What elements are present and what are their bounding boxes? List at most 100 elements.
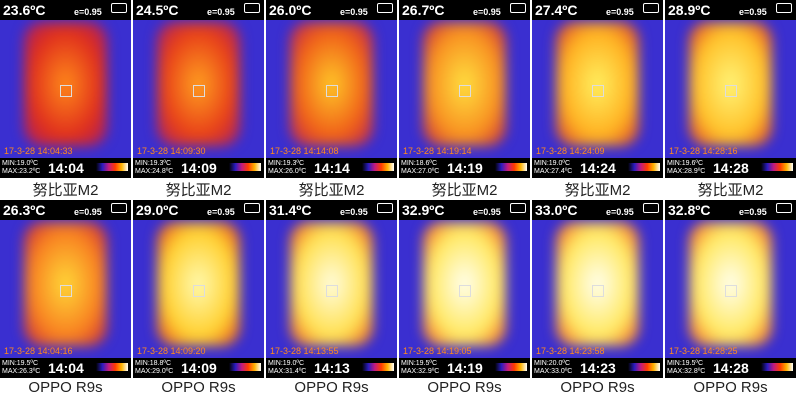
clock-time: 14:09 [181,360,217,376]
bottom-bar: MIN:18.8ºC MAX:29.0ºC 14:09 [133,358,264,378]
crosshair [592,285,604,297]
center-temperature: 23.6ºC [3,2,46,18]
heat-spot [689,22,772,146]
min-temperature: MIN:20.0ºC [534,360,571,367]
max-temperature: MAX:28.9ºC [667,168,706,175]
date-stamp: 17-3-28 14:09:30 [137,146,206,156]
crosshair [193,85,205,97]
min-temperature: MIN:19.0ºC [268,360,305,367]
clock-time: 14:19 [447,160,483,176]
bottom-bar: MIN:19.0ºC MAX:31.4ºC 14:13 [266,358,397,378]
emissivity: e=0.95 [606,207,634,217]
emissivity: e=0.95 [74,207,102,217]
center-temperature: 29.0ºC [136,202,179,218]
top-bar: 26.3ºC e=0.95 [0,200,131,220]
palette-bar [761,163,793,171]
heat-spot [290,22,373,146]
date-stamp: 17-3-28 14:04:33 [4,146,73,156]
battery-icon [776,203,792,213]
min-temperature: MIN:18.6ºC [401,160,438,167]
thermal-image: 27.4ºC e=0.95 17-3-28 14:24:09 MIN:19.0ºC MA… [532,0,663,178]
top-bar: 26.0ºC e=0.95 [266,0,397,20]
battery-icon [510,203,526,213]
bottom-bar: MIN:18.6ºC MAX:27.0ºC 14:19 [399,158,530,178]
battery-icon [377,3,393,13]
min-temperature: MIN:19.6ºC [667,160,704,167]
thermal-image: 29.0ºC e=0.95 17-3-28 14:09:20 MIN:18.8ºC MA… [133,200,264,378]
center-temperature: 24.5ºC [136,2,179,18]
heat-spot [24,22,107,146]
battery-icon [244,203,260,213]
date-stamp: 17-3-28 14:19:05 [403,346,472,356]
max-temperature: MAX:27.0ºC [401,168,440,175]
emissivity: e=0.95 [340,207,368,217]
clock-time: 14:24 [580,160,616,176]
top-bar: 31.4ºC e=0.95 [266,200,397,220]
crosshair [193,285,205,297]
center-temperature: 27.4ºC [535,2,578,18]
battery-icon [643,3,659,13]
crosshair [725,85,737,97]
thermal-panel: 31.4ºC e=0.95 17-3-28 14:13:55 MIN:19.0ºC MA… [266,200,397,401]
device-label: OPPO R9s [28,379,103,396]
thermal-image: 28.9ºC e=0.95 17-3-28 14:28:16 MIN:19.6ºC MA… [665,0,796,178]
battery-icon [510,3,526,13]
top-bar: 33.0ºC e=0.95 [532,200,663,220]
thermal-image: 24.5ºC e=0.95 17-3-28 14:09:30 MIN:19.3ºC MA… [133,0,264,178]
bottom-bar: MIN:19.5ºC MAX:32.8ºC 14:28 [665,358,796,378]
min-temperature: MIN:18.8ºC [135,360,172,367]
date-stamp: 17-3-28 14:28:16 [669,146,738,156]
device-label: 努比亚M2 [431,182,498,199]
device-label: OPPO R9s [294,379,369,396]
thermal-panel: 27.4ºC e=0.95 17-3-28 14:24:09 MIN:19.0ºC MA… [532,0,663,200]
max-temperature: MAX:26.3ºC [2,368,41,375]
bottom-bar: MIN:20.0ºC MAX:33.0ºC 14:23 [532,358,663,378]
bottom-bar: MIN:19.3ºC MAX:26.0ºC 14:14 [266,158,397,178]
heat-spot [689,222,772,346]
crosshair [60,285,72,297]
thermal-image: 26.0ºC e=0.95 17-3-28 14:14:08 MIN:19.3ºC MA… [266,0,397,178]
clock-time: 14:04 [48,360,84,376]
battery-icon [111,3,127,13]
thermal-panel: 26.3ºC e=0.95 17-3-28 14:04:16 MIN:19.5ºC MA… [0,200,131,401]
top-bar: 27.4ºC e=0.95 [532,0,663,20]
clock-time: 14:19 [447,360,483,376]
battery-icon [111,203,127,213]
crosshair [326,285,338,297]
crosshair [60,85,72,97]
date-stamp: 17-3-28 14:04:16 [4,346,73,356]
heat-spot [423,22,506,146]
min-temperature: MIN:19.5ºC [2,360,39,367]
heat-spot [556,22,639,146]
top-bar: 29.0ºC e=0.95 [133,200,264,220]
max-temperature: MAX:33.0ºC [534,368,573,375]
thermal-panel: 24.5ºC e=0.95 17-3-28 14:09:30 MIN:19.3ºC MA… [133,0,264,200]
palette-bar [495,363,527,371]
thermal-panel: 29.0ºC e=0.95 17-3-28 14:09:20 MIN:18.8ºC MA… [133,200,264,401]
top-bar: 32.8ºC e=0.95 [665,200,796,220]
max-temperature: MAX:32.8ºC [667,368,706,375]
center-temperature: 26.7ºC [402,2,445,18]
device-label: 努比亚M2 [32,182,99,199]
device-label: 努比亚M2 [165,182,232,199]
thermal-panel: 26.0ºC e=0.95 17-3-28 14:14:08 MIN:19.3ºC MA… [266,0,397,200]
top-bar: 32.9ºC e=0.95 [399,200,530,220]
date-stamp: 17-3-28 14:19:14 [403,146,472,156]
min-temperature: MIN:19.3ºC [135,160,172,167]
bottom-bar: MIN:19.5ºC MAX:32.9ºC 14:19 [399,358,530,378]
palette-bar [362,163,394,171]
clock-time: 14:28 [713,360,749,376]
bottom-bar: MIN:19.0ºC MAX:23.2ºC 14:04 [0,158,131,178]
max-temperature: MAX:26.0ºC [268,168,307,175]
bottom-bar: MIN:19.3ºC MAX:24.8ºC 14:09 [133,158,264,178]
max-temperature: MAX:27.4ºC [534,168,573,175]
center-temperature: 32.9ºC [402,202,445,218]
top-bar: 23.6ºC e=0.95 [0,0,131,20]
emissivity: e=0.95 [207,207,235,217]
center-temperature: 31.4ºC [269,202,312,218]
heat-spot [290,222,373,346]
emissivity: e=0.95 [739,7,767,17]
date-stamp: 17-3-28 14:24:09 [536,146,605,156]
max-temperature: MAX:29.0ºC [135,368,174,375]
date-stamp: 17-3-28 14:09:20 [137,346,206,356]
